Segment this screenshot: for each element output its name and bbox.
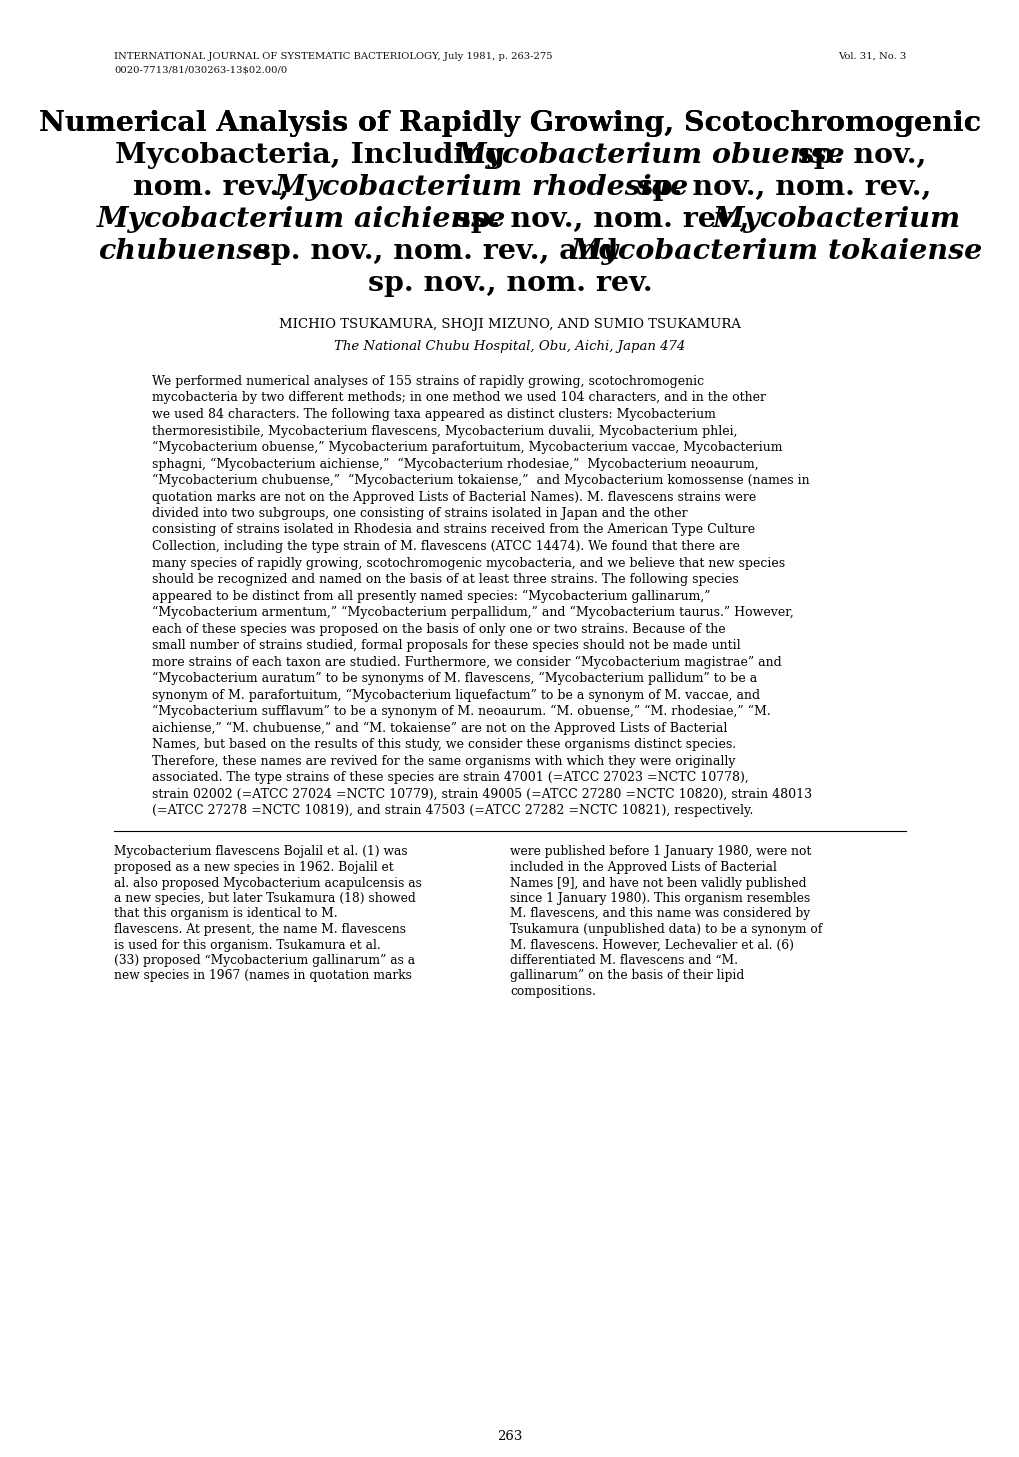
Text: Mycobacterium: Mycobacterium <box>711 205 960 233</box>
Text: INTERNATIONAL JOURNAL OF SYSTEMATIC BACTERIOLOGY, July 1981, p. 263-275: INTERNATIONAL JOURNAL OF SYSTEMATIC BACT… <box>114 52 552 61</box>
Text: compositions.: compositions. <box>510 985 595 998</box>
Text: (33) proposed “Mycobacterium gallinarum” as a: (33) proposed “Mycobacterium gallinarum”… <box>114 954 415 967</box>
Text: Mycobacterium aichiense: Mycobacterium aichiense <box>96 205 505 233</box>
Text: Mycobacterium obuense: Mycobacterium obuense <box>454 141 845 169</box>
Text: sphagni, “Mycobacterium aichiense,”  “Mycobacterium rhodesiae,”  Mycobacterium n: sphagni, “Mycobacterium aichiense,” “Myc… <box>152 457 758 471</box>
Text: Names [9], and have not been validly published: Names [9], and have not been validly pub… <box>510 877 806 890</box>
Text: thermoresistibile, Mycobacterium flavescens, Mycobacterium duvalii, Mycobacteriu: thermoresistibile, Mycobacterium flavesc… <box>152 424 737 437</box>
Text: were published before 1 January 1980, were not: were published before 1 January 1980, we… <box>510 845 810 858</box>
Text: quotation marks are not on the Approved Lists of Bacterial Names). M. flavescens: quotation marks are not on the Approved … <box>152 491 756 504</box>
Text: more strains of each taxon are studied. Furthermore, we consider “Mycobacterium : more strains of each taxon are studied. … <box>152 656 782 669</box>
Text: Numerical Analysis of Rapidly Growing, Scotochromogenic: Numerical Analysis of Rapidly Growing, S… <box>39 109 980 137</box>
Text: appeared to be distinct from all presently named species: “Mycobacterium gallina: appeared to be distinct from all present… <box>152 590 710 603</box>
Text: strain 02002 (=ATCC 27024 =NCTC 10779), strain 49005 (=ATCC 27280 =NCTC 10820), : strain 02002 (=ATCC 27024 =NCTC 10779), … <box>152 787 812 800</box>
Text: Mycobacterium tokaiense: Mycobacterium tokaiense <box>571 237 982 265</box>
Text: Vol. 31, No. 3: Vol. 31, No. 3 <box>837 52 905 61</box>
Text: sp. nov., nom. rev.: sp. nov., nom. rev. <box>367 270 652 297</box>
Text: flavescens. At present, the name M. flavescens: flavescens. At present, the name M. flav… <box>114 922 406 935</box>
Text: new species in 1967 (names in quotation marks: new species in 1967 (names in quotation … <box>114 969 412 982</box>
Text: gallinarum” on the basis of their lipid: gallinarum” on the basis of their lipid <box>510 969 744 982</box>
Text: associated. The type strains of these species are strain 47001 (=ATCC 27023 =NCT: associated. The type strains of these sp… <box>152 771 748 784</box>
Text: we used 84 characters. The following taxa appeared as distinct clusters: Mycobac: we used 84 characters. The following tax… <box>152 408 715 421</box>
Text: proposed as a new species in 1962. Bojalil et: proposed as a new species in 1962. Bojal… <box>114 861 393 874</box>
Text: a new species, but later Tsukamura (18) showed: a new species, but later Tsukamura (18) … <box>114 892 416 905</box>
Text: “Mycobacterium auratum” to be synonyms of M. flavescens, “Mycobacterium pallidum: “Mycobacterium auratum” to be synonyms o… <box>152 672 757 685</box>
Text: sp. nov., nom. rev., and: sp. nov., nom. rev., and <box>245 237 628 265</box>
Text: Mycobacteria, Including: Mycobacteria, Including <box>114 141 514 169</box>
Text: MICHIO TSUKAMURA, SHOJI MIZUNO, AND SUMIO TSUKAMURA: MICHIO TSUKAMURA, SHOJI MIZUNO, AND SUMI… <box>279 318 740 331</box>
Text: included in the Approved Lists of Bacterial: included in the Approved Lists of Bacter… <box>510 861 776 874</box>
Text: We performed numerical analyses of 155 strains of rapidly growing, scotochromoge: We performed numerical analyses of 155 s… <box>152 374 704 388</box>
Text: since 1 January 1980). This organism resembles: since 1 January 1980). This organism res… <box>510 892 809 905</box>
Text: is used for this organism. Tsukamura et al.: is used for this organism. Tsukamura et … <box>114 938 380 951</box>
Text: “Mycobacterium armentum,” “Mycobacterium perpallidum,” and “Mycobacterium taurus: “Mycobacterium armentum,” “Mycobacterium… <box>152 606 794 619</box>
Text: sp. nov.,: sp. nov., <box>787 141 925 169</box>
Text: Names, but based on the results of this study, we consider these organisms disti: Names, but based on the results of this … <box>152 739 736 750</box>
Text: should be recognized and named on the basis of at least three strains. The follo: should be recognized and named on the ba… <box>152 573 739 586</box>
Text: Numerical Analysis of Rapidly Growing, Scotochromogenic: Numerical Analysis of Rapidly Growing, S… <box>39 109 980 137</box>
Text: 263: 263 <box>497 1429 522 1442</box>
Text: each of these species was proposed on the basis of only one or two strains. Beca: each of these species was proposed on th… <box>152 622 726 635</box>
Text: nom. rev.,: nom. rev., <box>133 173 300 201</box>
Text: “Mycobacterium obuense,” Mycobacterium parafortuitum, Mycobacterium vaccae, Myco: “Mycobacterium obuense,” Mycobacterium p… <box>152 441 783 455</box>
Text: Tsukamura (unpublished data) to be a synonym of: Tsukamura (unpublished data) to be a syn… <box>510 922 821 935</box>
Text: mycobacteria by two different methods; in one method we used 104 characters, and: mycobacteria by two different methods; i… <box>152 392 765 405</box>
Text: “Mycobacterium sufflavum” to be a synonym of M. neoaurum. “M. obuense,” “M. rhod: “Mycobacterium sufflavum” to be a synony… <box>152 705 770 718</box>
Text: consisting of strains isolated in Rhodesia and strains received from the America: consisting of strains isolated in Rhodes… <box>152 523 755 536</box>
Text: divided into two subgroups, one consisting of strains isolated in Japan and the : divided into two subgroups, one consisti… <box>152 507 688 520</box>
Text: small number of strains studied, formal proposals for these species should not b: small number of strains studied, formal … <box>152 640 741 651</box>
Text: sp. nov., nom. rev.,: sp. nov., nom. rev., <box>627 173 931 201</box>
Text: “Mycobacterium chubuense,”  “Mycobacterium tokaiense,”  and Mycobacterium komoss: “Mycobacterium chubuense,” “Mycobacteriu… <box>152 474 809 487</box>
Text: Therefore, these names are revived for the same organisms with which they were o: Therefore, these names are revived for t… <box>152 755 736 768</box>
Text: that this organism is identical to M.: that this organism is identical to M. <box>114 908 337 921</box>
Text: M. flavescens, and this name was considered by: M. flavescens, and this name was conside… <box>510 908 809 921</box>
Text: (=ATCC 27278 =NCTC 10819), and strain 47503 (=ATCC 27282 =NCTC 10821), respectiv: (=ATCC 27278 =NCTC 10819), and strain 47… <box>152 804 753 817</box>
Text: al. also proposed Mycobacterium acapulcensis as: al. also proposed Mycobacterium acapulce… <box>114 877 422 890</box>
Text: many species of rapidly growing, scotochromogenic mycobacteria, and we believe t: many species of rapidly growing, scotoch… <box>152 557 785 570</box>
Text: chubuense: chubuense <box>98 237 270 265</box>
Text: Collection, including the type strain of M. flavescens (ATCC 14474). We found th: Collection, including the type strain of… <box>152 541 740 554</box>
Text: aichiense,” “M. chubuense,” and “M. tokaiense” are not on the Approved Lists of : aichiense,” “M. chubuense,” and “M. toka… <box>152 721 728 734</box>
Text: M. flavescens. However, Lechevalier et al. (6): M. flavescens. However, Lechevalier et a… <box>510 938 793 951</box>
Text: sp. nov., nom. rev.,: sp. nov., nom. rev., <box>444 205 758 233</box>
Text: Mycobacterium flavescens Bojalil et al. (1) was: Mycobacterium flavescens Bojalil et al. … <box>114 845 408 858</box>
Text: 0020-7713/81/030263-13$02.00/0: 0020-7713/81/030263-13$02.00/0 <box>114 66 287 74</box>
Text: The National Chubu Hospital, Obu, Aichi, Japan 474: The National Chubu Hospital, Obu, Aichi,… <box>334 339 685 353</box>
Text: synonym of M. parafortuitum, “Mycobacterium liquefactum” to be a synonym of M. v: synonym of M. parafortuitum, “Mycobacter… <box>152 689 760 702</box>
Text: differentiated M. flavescens and “M.: differentiated M. flavescens and “M. <box>510 954 738 967</box>
Text: Mycobacterium rhodesiae: Mycobacterium rhodesiae <box>274 173 689 201</box>
